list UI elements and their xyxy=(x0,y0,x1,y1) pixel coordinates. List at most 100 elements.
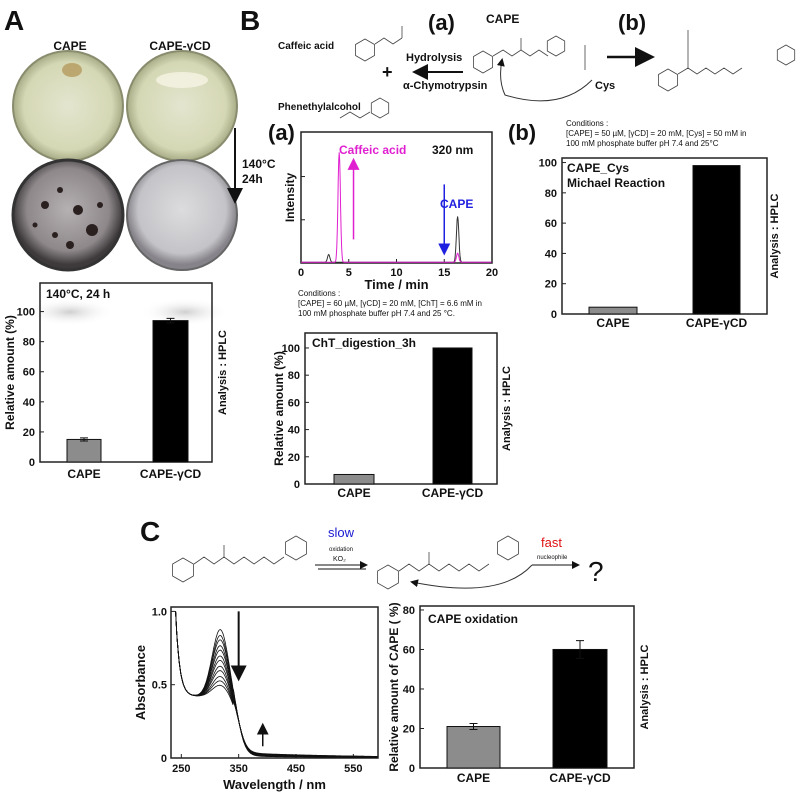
y-tick-label: 0 xyxy=(409,763,415,775)
x-tick-label: 0 xyxy=(298,267,304,279)
chromatogram-conditions-title: Conditions : xyxy=(298,289,340,298)
plot-frame xyxy=(419,605,635,769)
y-tick-label: 80 xyxy=(545,188,557,200)
y-tick-label: 60 xyxy=(288,397,300,409)
benzene-ring-icon xyxy=(658,68,678,92)
bar-CAPE xyxy=(333,473,375,485)
category-label: CAPE-γCD xyxy=(422,486,484,500)
x-tick-label: 450 xyxy=(287,763,305,775)
oxidation-label: oxidation xyxy=(329,547,353,553)
cys-conditions-line2: 100 mM phosphate buffer pH 7.4 and 25°C xyxy=(566,139,719,148)
bar-CAPE-γCD xyxy=(692,165,741,315)
category-label: CAPE-γCD xyxy=(549,771,611,785)
petri-dish-cape-before xyxy=(12,50,124,162)
bar-CAPE xyxy=(588,306,638,315)
benzene-ring-icon xyxy=(172,557,194,583)
chart-title: ChT_digestion_3h xyxy=(312,336,416,350)
y-tick-label: 20 xyxy=(403,723,415,735)
petri-dish-cape-gcd-after xyxy=(126,159,238,271)
photo-column-cape-gcd: CAPE-γCD xyxy=(149,39,211,53)
plot-frame xyxy=(304,332,498,485)
bond xyxy=(492,49,549,57)
spectrum-line xyxy=(175,611,378,757)
cys-panel-label: (b) xyxy=(508,120,536,145)
y-tick-label: 0 xyxy=(551,309,557,321)
x-tick-label: 15 xyxy=(438,267,450,279)
y-axis-label: Absorbance xyxy=(133,645,148,720)
y-tick-label: 0 xyxy=(294,479,300,491)
benzene-ring-icon xyxy=(377,564,399,590)
y-tick-label: 80 xyxy=(23,337,35,349)
chart-title: CAPE oxidation xyxy=(428,612,518,626)
cys-label: Cys xyxy=(595,80,615,92)
error-bar xyxy=(576,640,584,659)
bond xyxy=(339,111,371,119)
y-tick-label: 100 xyxy=(539,158,557,170)
photo-shadow xyxy=(140,298,230,326)
bond xyxy=(193,556,285,565)
slow-label: slow xyxy=(328,525,355,540)
x-tick-label: 20 xyxy=(486,267,498,279)
bar-CAPE-γCD xyxy=(432,347,473,485)
y-axis-label: Relative amount (%) xyxy=(3,315,17,430)
enzyme-label: α-Chymotrypsin xyxy=(403,80,488,92)
panel-label-a: A xyxy=(4,5,24,36)
y-axis-label: Intensity xyxy=(283,173,297,223)
bar-CAPE xyxy=(66,438,102,463)
chromatogram-conditions-line1: [CAPE] = 60 µM, [γCD] = 20 mM, [ChT] = 6… xyxy=(298,299,482,308)
plot-frame xyxy=(561,157,768,315)
bar-chart-B_Cys: 0 20 40 60 80 100 CAPE CAPE-γCD CAPE_CysMichael … xyxy=(539,157,781,330)
analysis-label: Analysis : HPLC xyxy=(769,193,781,278)
charts: 0 20 40 60 80 100 CAPE CAPE-γCD 140°C, 24 h Relat… xyxy=(3,131,781,792)
chromatogram-trace xyxy=(301,216,492,263)
benzene-ring-icon xyxy=(285,535,307,561)
benzene-ring-icon xyxy=(473,50,493,74)
x-tick-label: 250 xyxy=(172,763,190,775)
y-axis-label: Relative amount (%) xyxy=(272,351,286,466)
y-tick-label: 0.5 xyxy=(152,680,167,692)
category-label: CAPE-γCD xyxy=(140,467,202,481)
nucleophile-attack-arrow xyxy=(410,564,533,589)
x-tick-label: 550 xyxy=(344,763,362,775)
y-tick-label: 40 xyxy=(23,397,35,409)
cape-annotation: CAPE xyxy=(440,197,473,211)
bond xyxy=(374,37,403,45)
wavelength-label: 320 nm xyxy=(432,143,473,157)
plot-frame xyxy=(39,282,213,463)
scheme-c-structures xyxy=(172,535,519,590)
y-tick-label: 0 xyxy=(161,753,167,765)
y-tick-label: 40 xyxy=(288,425,300,437)
y-tick-label: 100 xyxy=(17,307,35,319)
y-tick-label: 80 xyxy=(288,370,300,382)
petri-dish-cape-gcd-before xyxy=(126,50,238,162)
reagent-label: KO₂ xyxy=(333,556,346,563)
category-label: CAPE xyxy=(67,467,100,481)
benzene-ring-icon xyxy=(355,38,375,62)
chart-title: 140°C, 24 h xyxy=(46,287,110,301)
x-tick-label: 5 xyxy=(346,267,352,279)
cys-conditions-line1: [CAPE] = 50 µM, [γCD] = 20 mM, [Cys] = 5… xyxy=(566,129,746,138)
y-tick-label: 100 xyxy=(282,343,300,355)
caffeic-acid-annotation: Caffeic acid xyxy=(339,143,406,157)
spectrum-line xyxy=(175,611,378,758)
scheme-b-structures xyxy=(339,26,796,119)
y-tick-label: 40 xyxy=(403,684,415,696)
chromatogram-panel-label: (a) xyxy=(268,120,295,145)
bar-chart-A: 0 20 40 60 80 100 CAPE CAPE-γCD 140°C, 24 h Relat… xyxy=(3,282,229,481)
bar-CAPE-γCD xyxy=(552,648,608,769)
y-tick-label: 40 xyxy=(545,248,557,260)
y-tick-label: 1.0 xyxy=(152,606,167,618)
y-axis-label: Relative amount of CAPE ( %) xyxy=(387,602,401,771)
heating-temperature: 140°C xyxy=(242,157,276,171)
petri-dish-cape-after xyxy=(11,158,125,272)
bar-CAPE xyxy=(446,726,501,769)
benzene-ring-icon xyxy=(370,97,390,119)
chromatogram-trace xyxy=(301,152,492,263)
nucleophilic-attack-arrow xyxy=(496,58,593,102)
error-bar xyxy=(80,437,88,442)
category-label: CAPE-γCD xyxy=(686,316,748,330)
caffeic-acid-label: Caffeic acid xyxy=(278,41,334,52)
category-label: CAPE xyxy=(337,486,370,500)
